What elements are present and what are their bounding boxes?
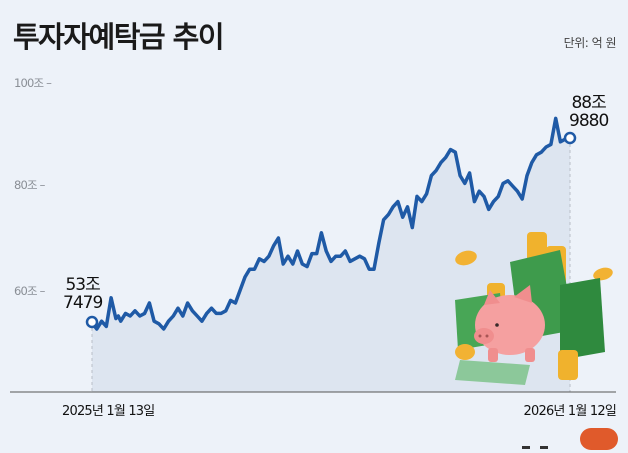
chart-plot	[10, 116, 616, 393]
end-marker	[563, 131, 577, 145]
unit-label: 단위: 억 원	[563, 36, 617, 50]
end-value-line1: 88조	[571, 93, 606, 113]
end-value-line2: 9880	[569, 111, 609, 131]
logo-fragment	[522, 434, 567, 449]
start-value-line2: 7479	[63, 293, 103, 313]
start-value-annotation: 53조 7479	[63, 275, 103, 313]
area-fill	[92, 118, 570, 393]
start-value-line1: 53조	[65, 275, 100, 295]
y-tick-80: 80조 –	[14, 178, 45, 192]
piggy-bank-illustration	[455, 232, 613, 385]
x-label-start: 2025년 1월 13일	[62, 404, 155, 419]
y-tick-60: 60조 –	[14, 284, 45, 298]
brand-badge	[580, 428, 618, 450]
chart-title: 투자자예탁금 추이	[13, 20, 225, 54]
start-marker	[85, 315, 99, 329]
y-tick-100: 100조 –	[14, 76, 52, 90]
x-label-end: 2026년 1월 12일	[523, 404, 617, 419]
end-value-annotation: 88조 9880	[569, 93, 609, 131]
data-line	[90, 116, 572, 331]
